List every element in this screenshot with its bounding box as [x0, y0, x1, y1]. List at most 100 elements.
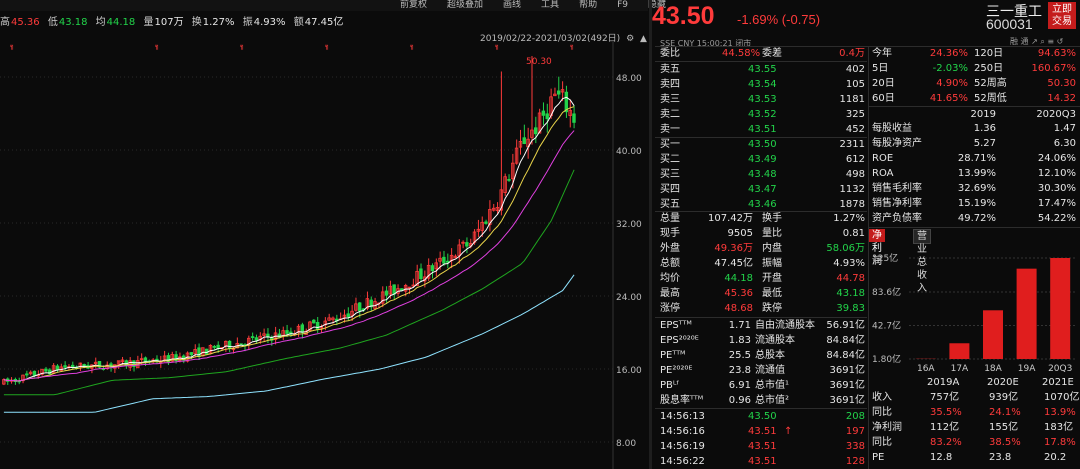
est-year: 2019A: [927, 377, 960, 388]
stat-amt-label: 额: [293, 17, 304, 28]
menu-f9[interactable]: F9: [617, 0, 628, 10]
gear-icon[interactable]: ⚙: [626, 34, 635, 44]
candle-body: [63, 365, 67, 368]
menu-fq[interactable]: 前复权: [400, 0, 428, 10]
quote-row: 总量 107.42万 换手 1.27%: [660, 211, 865, 226]
triangle-up-icon[interactable]: ▲: [640, 34, 647, 44]
menu-tools[interactable]: 工具: [541, 0, 560, 10]
event-marker-icon: ╗: [324, 42, 329, 50]
fund-label: PBᴸᶠ: [660, 380, 680, 391]
bid-volume: 1878: [839, 199, 865, 210]
tick-row: 14:56:22 43.51 128: [660, 454, 865, 469]
candle-body: [354, 303, 358, 311]
quote-value: 58.06万: [826, 243, 865, 254]
fund-value: 1.71: [728, 320, 751, 331]
candle-body: [189, 352, 194, 356]
fund-row: EPSᵀᵀᴹ 1.71 自由流通股本 56.91亿: [660, 318, 865, 333]
ask-row: 卖四 43.54 105: [660, 77, 865, 92]
candle-body: [453, 255, 458, 259]
fin-row: 每股净资产 5.27 6.30: [872, 136, 1076, 151]
tick-price: 43.51: [748, 456, 777, 467]
quote-label: 换手: [762, 213, 782, 224]
quote-label: 开盘: [762, 273, 782, 284]
bid-price: 43.47: [748, 184, 777, 195]
perf-row: 20日 4.90% 52周高 50.30: [872, 76, 1076, 91]
bar-category-label: 16A: [917, 364, 935, 374]
fund-row: PE²⁰²⁰ᴱ 23.8 流通值 3691亿: [660, 363, 865, 378]
kline-chart[interactable]: ╗ ╗ ╗ ╗ ╗ ╗ ╗ 48.00 40.00 32.00 24.00 16.00 8.00: [0, 42, 648, 469]
candle-body: [411, 284, 415, 287]
candle-body: [82, 364, 86, 368]
tick-volume: 197: [845, 426, 865, 437]
est-value: 757亿: [930, 392, 960, 403]
candle-body: [564, 91, 569, 113]
menu-help[interactable]: 帮助: [579, 0, 598, 10]
candle-body: [174, 354, 178, 362]
fin-label: 销售毛利率: [872, 183, 922, 194]
fund-row: PBᴸᶠ 6.91 总市值¹ 3691亿: [660, 378, 865, 393]
candle-body: [296, 325, 301, 333]
tick-time: 14:56:16: [660, 426, 705, 437]
book-header-row: 委比 44.58% 委差 0.4万: [660, 46, 865, 61]
candle-body: [445, 260, 450, 263]
profit-bar-19A: [1016, 268, 1037, 359]
est-row: PE 12.8 23.8 20.2: [872, 450, 1076, 465]
fund-value: 25.5: [728, 350, 751, 361]
divider: [868, 46, 869, 469]
fund-value: 84.84亿: [826, 350, 865, 361]
stat-high: 45.36: [11, 17, 40, 28]
fund-label: 自由流通股本: [755, 320, 815, 331]
toolbar-icons[interactable]: 融 通 ↗ ⌕ ≡ ↺: [1010, 37, 1064, 46]
tick-time: 14:56:13: [660, 411, 705, 422]
tab-revenue[interactable]: 营业总收入: [913, 229, 931, 294]
candle-body: [511, 162, 515, 180]
menu-draw[interactable]: 画线: [503, 0, 522, 10]
candle-body: [109, 363, 113, 368]
profit-bar-17A: [949, 343, 970, 359]
quote-value: 49.36万: [714, 243, 753, 254]
quote-row: 涨停 48.68 跌停 39.83: [660, 301, 865, 316]
candle-body: [434, 262, 438, 270]
ask-volume: 402: [845, 64, 865, 75]
candle-body: [388, 285, 393, 295]
fund-label: 股息率ᵀᵀᴹ: [660, 395, 704, 406]
perf-value: 94.63%: [1037, 48, 1076, 59]
est-label: PE: [872, 452, 885, 463]
candle-body: [250, 336, 255, 338]
bid-price: 43.49: [748, 154, 777, 165]
stat-amt: 47.45亿: [304, 17, 344, 28]
candle-body: [44, 368, 48, 372]
trade-button[interactable]: 立即 交易: [1048, 2, 1076, 29]
fin-value: 12.10%: [1037, 168, 1076, 179]
fund-label: EPSᵀᵀᴹ: [660, 320, 692, 331]
fund-value: 1.83: [728, 335, 751, 346]
menu-hide[interactable]: 隐藏: [647, 0, 666, 10]
quote-value: 1.27%: [833, 213, 865, 224]
fund-value: 84.84亿: [826, 335, 865, 346]
fin-value: 15.19%: [957, 198, 996, 209]
quote-label: 涨停: [660, 303, 680, 314]
candle-body: [461, 241, 465, 244]
bar-category-label: 19A: [1018, 364, 1036, 374]
fin-row: 资产负债率 49.72% 54.22%: [872, 211, 1076, 226]
price-axis-label: 48.00: [616, 74, 642, 84]
fin-value: 1.47: [1053, 123, 1076, 134]
ma5-line: [3, 96, 575, 382]
tab-net-profit[interactable]: 净利润: [869, 229, 885, 267]
candle-body: [93, 361, 98, 365]
bar-axis-label: 42.7亿: [872, 319, 901, 331]
candle-body: [572, 113, 576, 123]
ask-label: 卖一: [660, 124, 680, 135]
candle-body: [21, 374, 25, 382]
event-marker-icon: ╗: [409, 42, 414, 50]
candle-body: [484, 221, 488, 224]
menu-overlay[interactable]: 超级叠加: [447, 0, 484, 10]
bid-volume: 2311: [839, 139, 865, 150]
est-label: 净利润: [872, 422, 902, 433]
date-range[interactable]: 2019/02/22-2021/03/02(492日) ⚙ ▲: [480, 31, 647, 44]
stat-avg-label: 均: [95, 17, 106, 28]
candle-body: [457, 244, 461, 257]
est-value: 23.8: [989, 452, 1012, 463]
candle-body: [28, 371, 33, 375]
bid-row: 买四 43.47 1132: [660, 182, 865, 197]
